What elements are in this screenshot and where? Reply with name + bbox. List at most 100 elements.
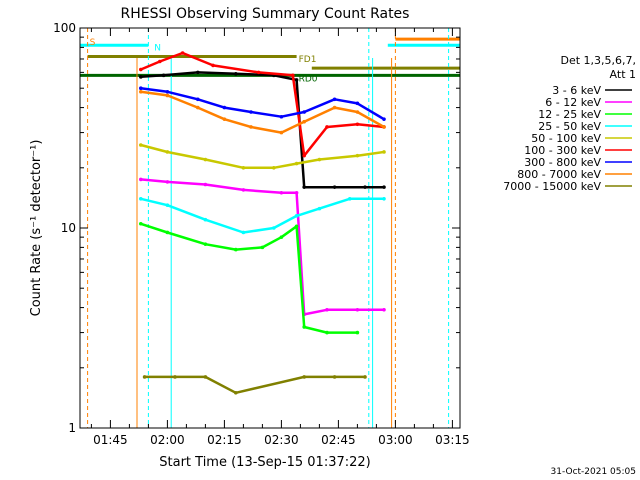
legend-label: 50 - 100 keV: [531, 132, 601, 145]
series-point: [302, 325, 307, 329]
series-point: [165, 150, 170, 154]
series-line-0: [140, 71, 384, 189]
series-line-7: [140, 90, 385, 134]
series-point: [180, 51, 185, 55]
series-point: [291, 73, 295, 78]
series-point: [139, 86, 143, 91]
y-axis-label: Count Rate (s⁻¹ detector⁻¹): [29, 140, 44, 317]
series-point: [294, 224, 299, 229]
series-point: [142, 375, 147, 379]
x-tick-label: 02:30: [264, 433, 299, 447]
series-point: [382, 185, 386, 189]
series-point: [222, 117, 227, 121]
series-point: [241, 188, 246, 192]
series-point: [161, 73, 166, 78]
series-point: [165, 89, 170, 94]
legend-label: 800 - 7000 keV: [517, 168, 601, 181]
series-point: [302, 185, 307, 189]
series-layer: [139, 51, 386, 395]
series-point: [196, 70, 200, 75]
flag-label-n: N: [154, 43, 161, 53]
series-point: [294, 78, 299, 82]
series-point: [325, 125, 329, 129]
series-point: [382, 125, 386, 129]
timestamp: 31-Oct-2021 05:05: [551, 467, 636, 477]
series-point: [279, 190, 284, 195]
series-point: [139, 143, 143, 147]
series-point: [279, 235, 284, 239]
series-point: [158, 59, 162, 64]
series-line-5: [140, 51, 385, 157]
series-point: [302, 153, 307, 158]
series-point: [241, 165, 246, 170]
series-point: [325, 330, 329, 335]
series-point: [302, 119, 307, 124]
series-point: [302, 110, 307, 114]
series-point: [249, 125, 253, 129]
series-point: [234, 72, 238, 76]
x-tick-label: 02:00: [150, 433, 185, 447]
series-point: [363, 185, 367, 189]
series-point: [139, 89, 143, 94]
series-point: [355, 153, 360, 158]
series-point: [173, 375, 177, 379]
series-point: [382, 307, 386, 312]
legend-label: 100 - 300 keV: [524, 144, 601, 157]
series-point: [165, 93, 170, 98]
series-line-8: [144, 375, 365, 395]
legend-label: 25 - 50 keV: [538, 120, 601, 133]
series-point: [317, 206, 322, 211]
legend-label: 7000 - 15000 keV: [503, 180, 601, 193]
series-line-6: [140, 86, 385, 121]
y-axis-ticks: 1 10 100: [53, 21, 460, 435]
series-point: [203, 157, 208, 162]
flag-label-fd1: FD1: [299, 55, 317, 65]
flag-label-s: S: [90, 38, 96, 48]
series-point: [332, 185, 337, 189]
y-tick-label: 10: [61, 221, 76, 235]
x-axis-label: Start Time (13-Sep-15 01:37:22): [159, 455, 370, 470]
series-point: [234, 247, 238, 252]
legend-header-line-1: Det 1,3,5,6,7,: [560, 54, 636, 67]
legend-header-line-2: Att 1: [610, 68, 636, 81]
x-tick-label: 02:15: [207, 433, 242, 447]
series-point: [222, 105, 227, 110]
series-point: [203, 242, 208, 246]
series-point: [382, 196, 386, 201]
series-point: [234, 390, 238, 395]
x-tick-label: 02:45: [321, 433, 356, 447]
series-point: [294, 190, 299, 195]
series-point: [363, 375, 367, 379]
x-tick-label: 03:15: [435, 433, 470, 447]
series-point: [355, 330, 360, 335]
series-point: [211, 63, 215, 68]
legend-label: 3 - 6 keV: [552, 84, 601, 97]
series-point: [332, 105, 337, 110]
x-axis-ticks: 01:45 02:00 02:15 02:30 02:45 03:00 03:15: [90, 28, 470, 447]
series-point: [325, 307, 329, 312]
series-point: [139, 75, 143, 79]
series-point: [139, 196, 143, 201]
y-tick-label: 100: [53, 21, 76, 35]
series-point: [382, 150, 386, 154]
series-point: [279, 130, 284, 135]
series-point: [302, 375, 307, 379]
series-point: [279, 114, 284, 119]
series-point: [196, 105, 200, 110]
chart-title: RHESSI Observing Summary Count Rates: [121, 6, 410, 22]
legend-label: 6 - 12 keV: [545, 96, 601, 109]
series-line-1: [140, 178, 384, 316]
x-tick-label: 01:45: [93, 433, 128, 447]
legend-label: 12 - 25 keV: [538, 108, 601, 121]
series-point: [332, 97, 337, 102]
series-point: [317, 157, 322, 162]
series-point: [165, 230, 170, 235]
flag-label-rd0: RD0: [299, 74, 318, 84]
series-line-3: [140, 197, 384, 234]
series-point: [249, 110, 253, 114]
y-tick-label: 1: [68, 421, 76, 435]
legend-label: 300 - 800 keV: [524, 156, 601, 169]
series-point: [355, 307, 360, 312]
